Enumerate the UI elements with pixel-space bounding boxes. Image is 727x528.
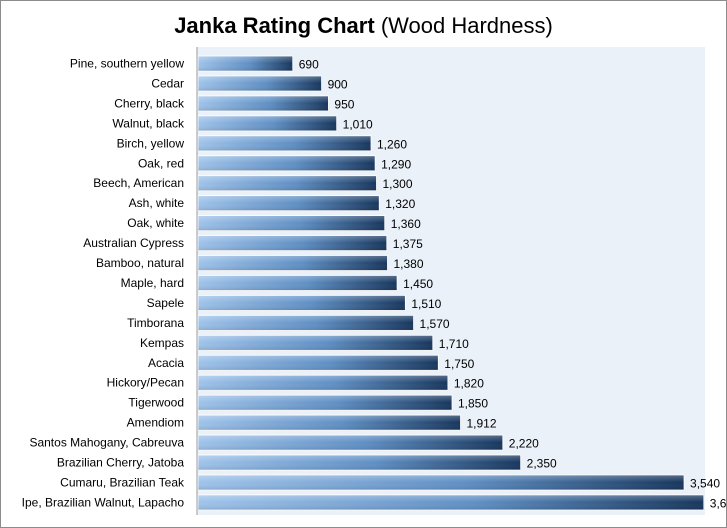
bar-group: Ash, white 1,320 bbox=[129, 195, 416, 211]
value-label: 1,710 bbox=[439, 337, 469, 351]
bar-shading bbox=[198, 95, 329, 111]
bar-shading bbox=[198, 75, 322, 91]
bar-group: Walnut, black 1,010 bbox=[112, 115, 373, 131]
category-label: Cumaru, Brazilian Teak bbox=[60, 475, 185, 489]
bar-shading bbox=[198, 335, 433, 351]
value-label: 1,912 bbox=[467, 417, 497, 431]
category-label: Pine, southern yellow bbox=[70, 57, 184, 71]
bar-shading bbox=[198, 494, 704, 510]
value-label: 1,820 bbox=[454, 377, 484, 391]
value-label: 1,290 bbox=[381, 157, 411, 171]
bar-group: Beech, American 1,300 bbox=[93, 175, 413, 191]
category-label: Ash, white bbox=[129, 196, 185, 210]
category-label: Walnut, black bbox=[112, 116, 185, 130]
category-label: Sapele bbox=[147, 296, 185, 310]
value-label: 1,750 bbox=[444, 357, 474, 371]
bar-group: Pine, southern yellow 690 bbox=[70, 55, 319, 72]
bar-group: Cherry, black 950 bbox=[114, 95, 355, 111]
bar-shading bbox=[198, 56, 293, 71]
value-label: 950 bbox=[334, 97, 354, 111]
category-label: Timborana bbox=[127, 316, 184, 330]
bar-group: Acacia 1,750 bbox=[148, 354, 475, 371]
bar-group: Maple, hard 1,450 bbox=[121, 275, 433, 291]
chart-title: Janka Rating Chart (Wood Hardness) bbox=[0, 13, 727, 39]
category-label: Oak, white bbox=[127, 216, 184, 230]
bar-group: Brazilian Cherry, Jatoba 2,350 bbox=[57, 454, 557, 471]
value-label: 1,570 bbox=[420, 317, 450, 331]
category-label: Brazilian Cherry, Jatoba bbox=[57, 456, 184, 470]
bar-shading bbox=[198, 195, 380, 211]
value-label: 690 bbox=[299, 58, 319, 72]
category-label: Bamboo, natural bbox=[96, 256, 184, 270]
category-label: Oak, red bbox=[138, 156, 184, 170]
bar-shading bbox=[198, 375, 448, 391]
value-label: 1,360 bbox=[391, 217, 421, 231]
bar-shading bbox=[198, 175, 377, 191]
value-label: 2,350 bbox=[527, 457, 557, 471]
chart-title-rest: (Wood Hardness) bbox=[380, 13, 553, 38]
category-label: Cherry, black bbox=[114, 96, 185, 110]
bar-group: Bamboo, natural 1,380 bbox=[96, 255, 424, 271]
value-label: 1,260 bbox=[377, 137, 407, 151]
bar-group: Timborana 1,570 bbox=[127, 314, 450, 331]
category-label: Hickory/Pecan bbox=[107, 376, 184, 390]
value-label: 1,300 bbox=[382, 177, 412, 191]
category-label: Cedar bbox=[151, 76, 184, 90]
bar-shading bbox=[198, 115, 337, 131]
bar-shading bbox=[198, 255, 388, 271]
category-label: Tigerwood bbox=[128, 396, 184, 410]
value-label: 2,220 bbox=[509, 437, 539, 451]
bar-group: Birch, yellow 1,260 bbox=[117, 135, 407, 151]
bar-group: Cedar 900 bbox=[151, 75, 348, 91]
category-label: Birch, yellow bbox=[117, 136, 185, 150]
bar-shading bbox=[198, 155, 376, 171]
bar-group: Kempas 1,710 bbox=[140, 334, 469, 351]
bar-group: Santos Mahogany, Cabreuva 2,220 bbox=[29, 434, 539, 451]
bar-shading bbox=[198, 395, 452, 411]
bar-shading bbox=[198, 415, 461, 431]
value-label: 1,320 bbox=[385, 197, 415, 211]
value-label: 1,450 bbox=[403, 277, 433, 291]
category-label: Acacia bbox=[148, 356, 184, 370]
value-label: 1,010 bbox=[343, 117, 373, 131]
value-label: 3,684 bbox=[710, 496, 727, 510]
bar-group: Amendiom 1,912 bbox=[127, 414, 497, 431]
bar-group: Hickory/Pecan 1,820 bbox=[107, 374, 484, 391]
bar-group: Cumaru, Brazilian Teak 3,540 bbox=[60, 474, 720, 490]
bar-group: Ipe, Brazilian Walnut, Lapacho 3,684 bbox=[22, 494, 727, 510]
bar-shading bbox=[198, 435, 503, 451]
category-label: Kempas bbox=[140, 336, 184, 350]
category-label: Santos Mahogany, Cabreuva bbox=[29, 436, 184, 450]
value-label: 1,850 bbox=[458, 397, 488, 411]
bar-shading bbox=[198, 215, 385, 231]
value-label: 1,510 bbox=[411, 297, 441, 311]
category-label: Maple, hard bbox=[121, 276, 184, 290]
bar-group: Australian Cypress 1,375 bbox=[83, 235, 423, 251]
value-label: 1,380 bbox=[393, 257, 423, 271]
bar-group: Oak, red 1,290 bbox=[138, 155, 411, 171]
bar-shading bbox=[198, 355, 439, 371]
bar-group: Sapele 1,510 bbox=[147, 294, 442, 311]
category-label: Australian Cypress bbox=[83, 236, 184, 250]
category-label: Amendiom bbox=[127, 416, 184, 430]
category-label: Beech, American bbox=[93, 176, 184, 190]
value-label: 900 bbox=[328, 77, 348, 91]
bar-shading bbox=[198, 455, 521, 470]
chart-title-bold: Janka Rating Chart bbox=[174, 13, 375, 38]
value-label: 3,540 bbox=[690, 476, 720, 490]
category-label: Ipe, Brazilian Walnut, Lapacho bbox=[22, 495, 185, 509]
bar-shading bbox=[198, 235, 387, 251]
bar-shading bbox=[198, 275, 398, 291]
bar-shading bbox=[198, 315, 414, 331]
bar-shading bbox=[198, 135, 371, 151]
value-label: 1,375 bbox=[393, 237, 423, 251]
bar-group: Tigerwood 1,850 bbox=[128, 394, 488, 411]
bar-shading bbox=[198, 474, 685, 490]
bar-shading bbox=[198, 295, 406, 311]
bar-group: Oak, white 1,360 bbox=[127, 215, 421, 231]
